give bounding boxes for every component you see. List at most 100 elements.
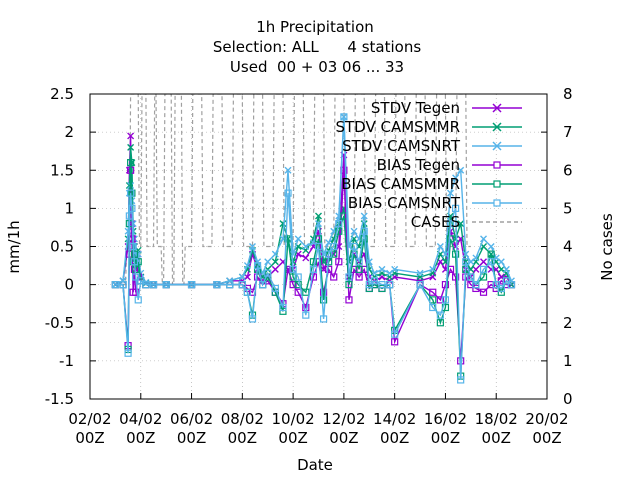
data-point: [441, 250, 449, 258]
x-tick-label-date: 08/02: [221, 410, 264, 428]
data-point: [243, 288, 252, 296]
data-point: [497, 258, 505, 266]
data-point: [429, 296, 437, 304]
y2-tick-label: 5: [563, 199, 573, 217]
legend-item: BIAS CAMSNRT: [348, 194, 522, 212]
data-point: [340, 113, 348, 121]
data-point: [416, 281, 424, 289]
data-point: [129, 242, 137, 251]
data-point: [309, 265, 318, 273]
data-point: [134, 258, 142, 266]
y2-tick-label: 8: [563, 85, 573, 103]
data-point: [472, 265, 480, 273]
legend-label: BIAS CAMSMMR: [341, 175, 460, 193]
data-point: [386, 269, 394, 277]
y-tick-label: 2.5: [50, 85, 74, 103]
x-tick-label-hour: 00Z: [75, 429, 104, 447]
data-point: [130, 258, 139, 266]
y-tick-label: -1.5: [45, 390, 74, 408]
data-point: [302, 243, 310, 250]
data-point: [279, 303, 287, 312]
data-point: [289, 265, 297, 273]
y-tick-label: 0: [64, 276, 74, 294]
data-point: [350, 242, 358, 251]
data-point: [335, 258, 343, 266]
data-point: [452, 204, 460, 212]
data-point: [462, 250, 470, 258]
title-line-3: Used 00 + 03 06 ... 33: [230, 58, 404, 76]
x-tick-label-hour: 00Z: [431, 429, 460, 447]
data-point: [248, 243, 256, 250]
data-point: [436, 243, 444, 250]
data-point: [294, 273, 302, 281]
data-point: [497, 277, 505, 285]
x-tick-label-hour: 00Z: [532, 429, 561, 447]
series-bias-camsnrt: [111, 113, 516, 384]
data-point: [378, 265, 386, 273]
data-point: [294, 281, 302, 289]
data-point: [365, 281, 373, 289]
data-point: [226, 277, 234, 285]
data-point: [134, 250, 142, 258]
data-point: [128, 204, 136, 212]
data-point: [284, 189, 292, 197]
data-point: [350, 227, 358, 235]
series-cases: [115, 94, 471, 286]
data-point: [479, 288, 488, 296]
x-tick-label-date: 20/02: [525, 410, 568, 428]
data-point: [315, 212, 322, 220]
chart-title: 1h Precipitation Selection: ALL 4 statio…: [213, 18, 421, 76]
x-axis-label: Date: [297, 456, 333, 474]
x-tick-label-date: 02/02: [68, 410, 111, 428]
series-stdv-camsnrt: [111, 113, 515, 289]
data-point: [319, 315, 328, 323]
data-point: [462, 258, 470, 266]
data-point: [472, 254, 480, 262]
data-point: [467, 281, 475, 289]
x-tick-label-hour: 00Z: [380, 429, 409, 447]
data-point: [479, 265, 488, 273]
data-point: [441, 281, 450, 289]
data-point: [243, 262, 251, 270]
data-point: [355, 273, 363, 281]
data-point: [271, 258, 279, 266]
data-point: [111, 281, 119, 289]
x-tick-label-date: 06/02: [170, 410, 213, 428]
y-tick-label: -1: [59, 352, 74, 370]
legend-item: STDV Tegen: [371, 99, 522, 117]
data-point: [441, 296, 450, 304]
data-point: [452, 250, 460, 258]
data-point: [243, 273, 251, 281]
data-point: [142, 281, 150, 289]
data-point: [127, 159, 135, 167]
series-line: [115, 94, 471, 286]
data-point: [385, 281, 394, 289]
data-point: [487, 250, 495, 258]
data-point: [253, 261, 262, 270]
data-point: [314, 235, 323, 243]
data-point: [492, 281, 500, 289]
data-point: [124, 349, 132, 357]
series-layer: [111, 94, 516, 384]
legend-marker: [493, 180, 501, 188]
data-point: [391, 330, 399, 338]
data-point: [480, 235, 488, 243]
data-point: [264, 258, 272, 266]
data-point: [259, 281, 267, 289]
legend-label: STDV Tegen: [371, 99, 460, 117]
legend-label: STDV CAMSNRT: [342, 137, 461, 155]
x-tick-label-hour: 00Z: [482, 429, 511, 447]
y2-tick-label: 4: [563, 238, 573, 256]
data-point: [436, 311, 444, 319]
data-point: [134, 296, 142, 304]
data-point: [335, 227, 343, 235]
data-point: [378, 284, 386, 293]
data-point: [330, 242, 338, 251]
data-point: [302, 303, 310, 312]
data-point: [497, 284, 505, 293]
x-tick-label-hour: 00Z: [278, 429, 307, 447]
data-point: [264, 269, 272, 277]
data-point: [502, 265, 510, 273]
